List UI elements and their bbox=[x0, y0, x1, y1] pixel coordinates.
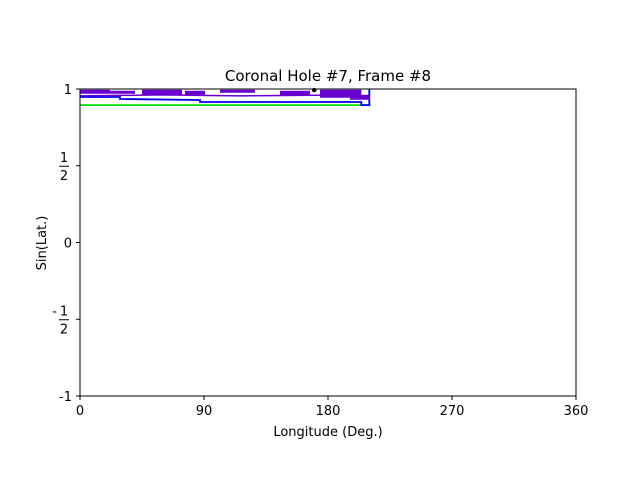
x-tick-label: 180 bbox=[316, 404, 341, 419]
x-tick-label: 90 bbox=[196, 404, 213, 419]
chart-title: Coronal Hole #7, Frame #8 bbox=[225, 67, 431, 85]
y-tick-sign: - bbox=[52, 304, 57, 319]
y-tick-numerator: 1 bbox=[60, 304, 68, 319]
y-axis-title: Sin(Lat.) bbox=[35, 216, 50, 271]
x-tick-label: 360 bbox=[564, 404, 589, 419]
coronal-hole-region bbox=[280, 90, 310, 96]
bounding-box-blue bbox=[80, 89, 371, 107]
coronal-hole-region bbox=[350, 94, 370, 100]
x-ticks: 0 90 180 270 360 bbox=[76, 396, 589, 419]
x-axis-title: Longitude (Deg.) bbox=[273, 425, 382, 440]
coronal-hole-region bbox=[110, 90, 135, 94]
x-tick-label: 0 bbox=[76, 404, 84, 419]
y-tick-denominator: 2 bbox=[60, 322, 68, 337]
coronal-hole-region bbox=[220, 89, 255, 93]
coronal-hole-region bbox=[320, 89, 362, 98]
y-tick-label: -1 bbox=[59, 390, 72, 405]
coronal-hole-edge bbox=[79, 94, 360, 97]
plot-area bbox=[80, 89, 576, 396]
data-layer bbox=[79, 87, 371, 107]
coronal-hole-region bbox=[185, 90, 205, 95]
y-tick-label: 1 bbox=[64, 83, 72, 98]
y-tick-label: 0 bbox=[64, 237, 72, 252]
coronal-hole-region bbox=[80, 89, 110, 94]
y-tick-denominator: 2 bbox=[60, 169, 68, 184]
coronal-hole-region bbox=[142, 89, 182, 95]
x-tick-label: 270 bbox=[440, 404, 465, 419]
y-tick-numerator: 1 bbox=[60, 151, 68, 166]
